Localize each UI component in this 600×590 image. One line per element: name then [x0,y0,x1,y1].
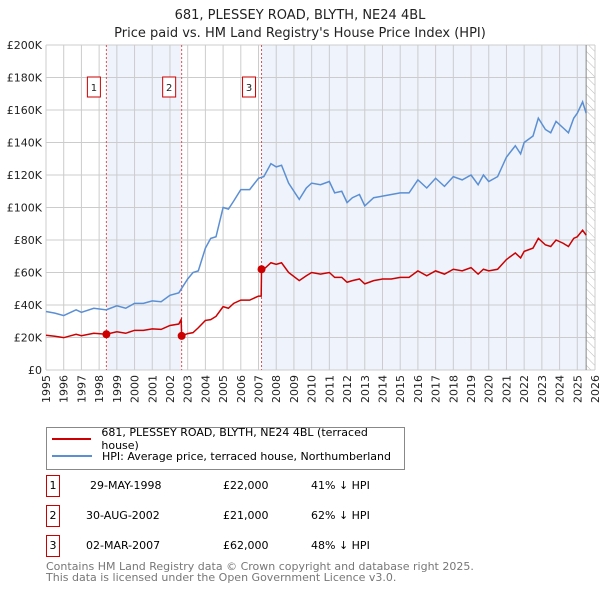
sale-marker-box [86,76,101,98]
x-tick-label: 2007 [253,375,266,403]
x-tick-label: 2017 [430,375,443,403]
sale-price: £22,000 [223,479,269,492]
sale-hpi-diff: 41% ↓ HPI [311,479,370,492]
legend: 681, PLESSEY ROAD, BLYTH, NE24 4BL (terr… [46,426,405,470]
x-tick-label: 2021 [500,375,513,403]
y-tick-label: £40K [14,299,43,312]
x-tick-label: 2013 [359,375,372,403]
x-tick-label: 2005 [217,375,230,403]
x-tick-label: 2026 [589,375,600,403]
y-tick-label: £0 [28,364,42,377]
sale-marker-box [162,76,177,98]
y-tick-label: £120K [7,169,43,182]
sale-row: 1 29-MAY-1998 £22,000 41% ↓ HPI [46,475,446,497]
x-tick-label: 2025 [571,375,584,403]
sale-row: 3 02-MAR-2007 £62,000 48% ↓ HPI [46,535,446,557]
x-tick-label: 1997 [75,375,88,403]
x-tick-label: 2015 [394,375,407,403]
sale-date: 29-MAY-1998 [90,479,162,492]
sale-hpi-diff: 48% ↓ HPI [311,539,370,552]
footer-line-1: Contains HM Land Registry data © Crown c… [46,560,474,573]
sale-marker-badge: 3 [46,535,60,557]
x-tick-label: 2003 [182,375,195,403]
sale-hpi-diff: 62% ↓ HPI [311,509,370,522]
x-tick-label: 1999 [111,375,124,403]
legend-swatch-blue [52,455,92,457]
y-tick-label: £100K [7,202,43,215]
sale-point [102,330,111,339]
x-tick-label: 1998 [93,375,106,403]
sale-marker-badge: 1 [46,475,60,497]
price-paid-line [45,229,587,339]
sale-row: 2 30-AUG-2002 £21,000 62% ↓ HPI [46,505,446,527]
footer-line-2: This data is licensed under the Open Gov… [46,571,397,584]
x-tick-label: 1996 [58,375,71,403]
legend-label: HPI: Average price, terraced house, Nort… [102,449,391,463]
sale-marker-label: 1 [91,83,97,94]
x-tick-label: 1995 [40,375,53,403]
y-tick-label: £20K [14,332,43,345]
y-tick-label: £200K [7,39,43,52]
x-tick-label: 2024 [554,375,567,403]
price-chart: 1995 1996 1997 1998 1999 2000 2001 2002 2003 2004… [7,39,600,403]
x-tick-label: 2020 [483,375,496,403]
sale-price: £21,000 [223,509,269,522]
x-tick-label: 2010 [306,375,319,403]
x-tick-label: 2000 [129,375,142,403]
x-tick-label: 2023 [536,375,549,403]
sale-marker-label: 2 [166,83,172,94]
sale-date: 30-AUG-2002 [86,509,160,522]
sale-date: 02-MAR-2007 [86,539,161,552]
sale-marker-badge: 2 [46,505,60,527]
chart-subtitle: Price paid vs. HM Land Registry's House … [114,26,486,41]
x-tick-label: 2006 [235,375,248,403]
x-tick-label: 2019 [465,375,478,403]
legend-item-property: 681, PLESSEY ROAD, BLYTH, NE24 4BL (terr… [52,426,404,452]
x-tick-label: 2004 [199,375,212,403]
sale-price: £62,000 [223,539,269,552]
x-tick-label: 2001 [146,375,159,403]
x-tick-label: 2018 [447,375,460,403]
y-tick-label: £60K [14,267,43,280]
sale-point [177,331,186,340]
y-tick-label: £160K [7,104,43,117]
x-tick-label: 2011 [323,375,336,403]
chart-title: 681, PLESSEY ROAD, BLYTH, NE24 4BL [174,8,426,23]
legend-item-hpi: HPI: Average price, terraced house, Nort… [52,448,391,464]
x-tick-label: 2014 [376,375,389,403]
x-tick-label: 2012 [341,375,354,403]
y-tick-label: £140K [7,137,43,150]
x-tick-label: 2016 [412,375,425,403]
sale-marker-label: 3 [246,83,252,94]
sale-point [257,265,266,274]
x-tick-label: 2008 [270,375,283,403]
x-tick-label: 2009 [288,375,301,403]
x-tick-label: 2022 [518,375,531,403]
y-tick-label: £180K [7,72,43,85]
sale-marker-box [242,76,257,98]
y-tick-label: £80K [14,234,43,247]
legend-label: 681, PLESSEY ROAD, BLYTH, NE24 4BL (terr… [101,426,368,452]
x-tick-label: 2002 [164,375,177,403]
hpi-line [45,99,587,317]
legend-swatch-red [52,438,92,440]
